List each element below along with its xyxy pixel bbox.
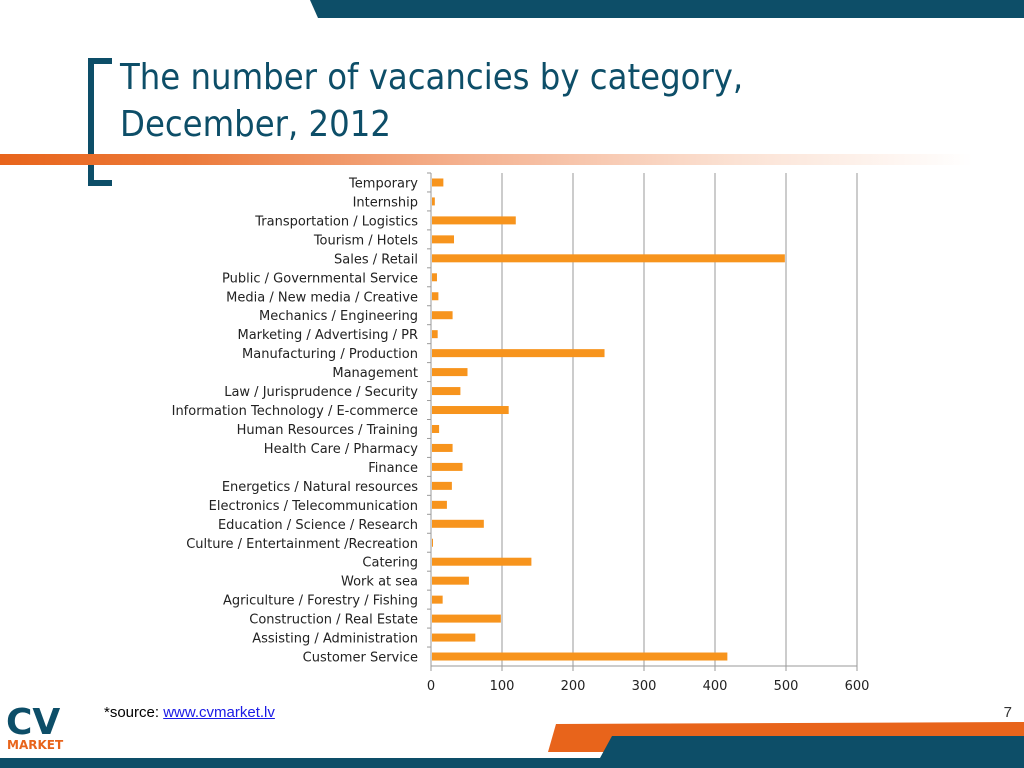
- bar: [432, 216, 516, 225]
- bar: [432, 652, 728, 661]
- chart-category-labels: Temporary Internship Transportation / Logi…: [172, 176, 419, 665]
- bottom-decor-band: [0, 722, 1024, 768]
- slide-title: The number of vacancies by category, Dec…: [120, 54, 940, 148]
- category-label: Information Technology / E-commerce: [172, 404, 418, 419]
- title-bracket: [88, 58, 112, 186]
- category-label: Customer Service: [303, 651, 418, 666]
- bar: [432, 443, 453, 452]
- x-tick-label: 0: [427, 679, 435, 694]
- bar: [432, 406, 509, 415]
- bar: [432, 349, 605, 358]
- chart-grid: [501, 173, 858, 666]
- bar: [432, 614, 501, 623]
- category-label: Catering: [362, 556, 418, 571]
- vacancies-bar-chart: Temporary Internship Transportation / Logi…: [172, 172, 870, 694]
- category-label: Manufacturing / Production: [242, 347, 418, 362]
- bar: [432, 368, 468, 377]
- category-label: Tourism / Hotels: [313, 233, 418, 248]
- bar: [432, 178, 444, 187]
- bar: [432, 292, 439, 301]
- chart-bars: [432, 178, 785, 661]
- category-label: Finance: [368, 461, 418, 476]
- category-label: Management: [332, 366, 418, 381]
- x-tick-label: 400: [703, 679, 728, 694]
- category-label: Energetics / Natural resources: [222, 480, 418, 495]
- bar: [432, 557, 532, 566]
- chart-tick-labels: 0 100 200 300 400 500 600: [427, 679, 870, 694]
- logo-cv-text: CV: [6, 702, 60, 743]
- category-label: Mechanics / Engineering: [259, 309, 418, 324]
- category-label: Transportation / Logistics: [254, 214, 418, 229]
- source-note: *source: www.cvmarket.lv: [104, 704, 275, 721]
- x-tick-label: 500: [774, 679, 799, 694]
- category-label: Education / Science / Research: [218, 518, 418, 533]
- cvmarket-logo: CV MARKET: [6, 702, 64, 752]
- category-label: Media / New media / Creative: [226, 290, 418, 305]
- category-label: Law / Jurisprudence / Security: [224, 385, 418, 400]
- category-label: Assisting / Administration: [252, 632, 418, 647]
- source-link[interactable]: www.cvmarket.lv: [163, 704, 275, 721]
- category-label: Electronics / Telecommunication: [209, 499, 418, 514]
- bar: [432, 387, 461, 396]
- category-label: Temporary: [348, 176, 418, 191]
- bar: [432, 462, 463, 471]
- bar: [432, 481, 452, 490]
- orange-divider: [0, 154, 1024, 165]
- bar: [432, 424, 440, 433]
- source-prefix: *source:: [104, 704, 164, 721]
- chart-axes: [427, 172, 858, 671]
- category-label: Sales / Retail: [334, 252, 418, 267]
- category-label: Internship: [353, 195, 418, 210]
- bar: [432, 633, 476, 642]
- category-label: Marketing / Advertising / PR: [238, 328, 419, 343]
- category-label: Health Care / Pharmacy: [264, 442, 419, 457]
- category-label: Culture / Entertainment /Recreation: [186, 537, 418, 552]
- x-tick-label: 300: [632, 679, 657, 694]
- bar: [432, 538, 433, 547]
- bar: [432, 254, 785, 263]
- bar: [432, 273, 437, 282]
- top-decor-band: [310, 0, 1024, 18]
- x-tick-label: 600: [845, 679, 870, 694]
- page-number: 7: [1003, 704, 1012, 721]
- category-label: Public / Governmental Service: [222, 271, 418, 286]
- bar: [432, 197, 435, 206]
- bar: [432, 330, 438, 339]
- bar: [432, 235, 455, 244]
- category-label: Work at sea: [341, 575, 418, 590]
- x-tick-label: 100: [490, 679, 515, 694]
- bar: [432, 519, 484, 528]
- logo-market-text: MARKET: [7, 738, 64, 752]
- x-tick-label: 200: [561, 679, 586, 694]
- bar: [432, 576, 469, 585]
- bar: [432, 595, 443, 604]
- category-label: Human Resources / Training: [237, 423, 418, 438]
- title-line-1: The number of vacancies by category,: [120, 57, 744, 98]
- bar: [432, 311, 453, 320]
- category-label: Construction / Real Estate: [249, 613, 418, 628]
- category-label: Agriculture / Forestry / Fishing: [223, 594, 418, 609]
- bar: [432, 500, 447, 509]
- title-line-2: December, 2012: [120, 104, 391, 145]
